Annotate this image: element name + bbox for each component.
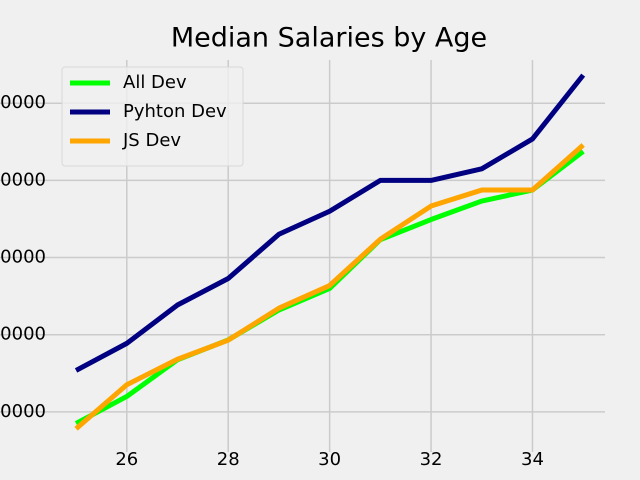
legend-label: All Dev xyxy=(123,72,187,93)
x-tick-label: 32 xyxy=(420,449,443,470)
legend-label: Pyhton Dev xyxy=(123,101,227,122)
x-tick-label: 26 xyxy=(115,449,138,470)
chart-title: Median Salaries by Age xyxy=(171,23,487,54)
line-series xyxy=(74,143,585,431)
x-tick-label: 34 xyxy=(521,449,544,470)
y-tick-label: 50000 xyxy=(0,324,46,345)
y-tick-label: 40000 xyxy=(0,401,46,422)
legend-label: JS Dev xyxy=(122,130,181,151)
y-tick-label: 60000 xyxy=(0,247,46,268)
x-axis-label: Ages xyxy=(303,477,355,480)
y-tick-label: 70000 xyxy=(0,169,46,190)
line-series xyxy=(74,149,585,426)
x-tick-label: 30 xyxy=(318,449,341,470)
line-series xyxy=(74,73,586,373)
y-tick-label: 80000 xyxy=(0,92,46,113)
x-tick-label: 28 xyxy=(217,449,240,470)
